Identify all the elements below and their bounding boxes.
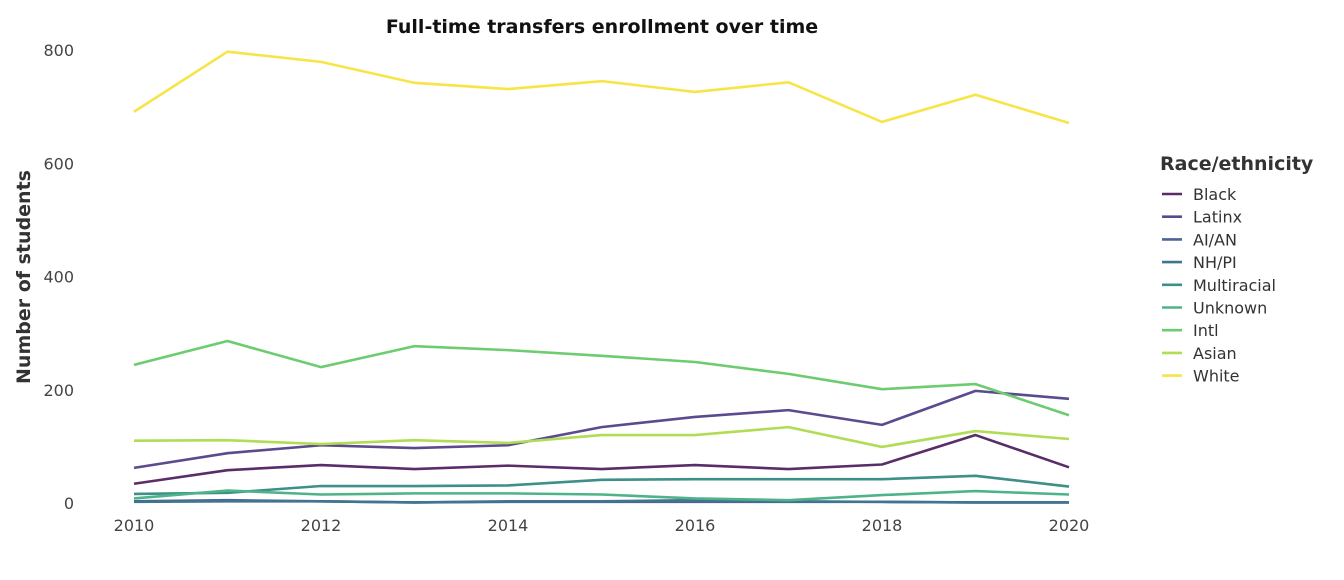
- chart-title: Full-time transfers enrollment over time: [386, 16, 818, 38]
- y-axis-label: Number of students: [13, 170, 35, 384]
- legend-item: Intl: [1162, 321, 1219, 340]
- legend-item: AI/AN: [1162, 230, 1237, 249]
- legend-item: White: [1162, 367, 1240, 386]
- series-line-multiracial: [133, 474, 1070, 496]
- legend-label: Asian: [1193, 344, 1237, 363]
- legend-item: Multiracial: [1162, 276, 1276, 295]
- legend-item: Unknown: [1162, 299, 1267, 318]
- x-tick-label: 2020: [1049, 516, 1090, 535]
- legend-label: White: [1193, 367, 1240, 386]
- legend-title: Race/ethnicity: [1160, 153, 1314, 175]
- x-tick-label: 2012: [301, 516, 342, 535]
- legend-label: AI/AN: [1193, 230, 1237, 249]
- x-tick-label: 2018: [862, 516, 903, 535]
- legend-label: Latinx: [1193, 208, 1242, 227]
- x-tick-label: 2014: [488, 516, 529, 535]
- series-line-nhpi: [133, 498, 1069, 504]
- series-line-latinx: [133, 389, 1070, 470]
- y-tick-label: 400: [43, 268, 74, 287]
- legend-item: Black: [1162, 185, 1237, 204]
- legend-label: Multiracial: [1193, 276, 1276, 295]
- x-tick-label: 2016: [675, 516, 716, 535]
- legend-label: Unknown: [1193, 299, 1267, 318]
- series-line-asian: [133, 425, 1070, 449]
- legend-label: NH/PI: [1193, 253, 1237, 272]
- y-tick-label: 800: [43, 41, 74, 60]
- y-tick-label: 600: [43, 154, 74, 173]
- legend-label: Black: [1193, 185, 1237, 204]
- x-tick-label: 2010: [114, 516, 155, 535]
- series-line-white: [133, 50, 1070, 125]
- series-line-black: [133, 433, 1070, 486]
- legend-item: Asian: [1162, 344, 1237, 363]
- legend-item: NH/PI: [1162, 253, 1237, 272]
- series-line-intl: [133, 339, 1070, 417]
- series-line-unknown: [133, 489, 1070, 502]
- y-tick-label: 200: [43, 381, 74, 400]
- legend-item: Latinx: [1162, 208, 1242, 227]
- legend-label: Intl: [1193, 321, 1219, 340]
- y-tick-label: 0: [64, 494, 74, 513]
